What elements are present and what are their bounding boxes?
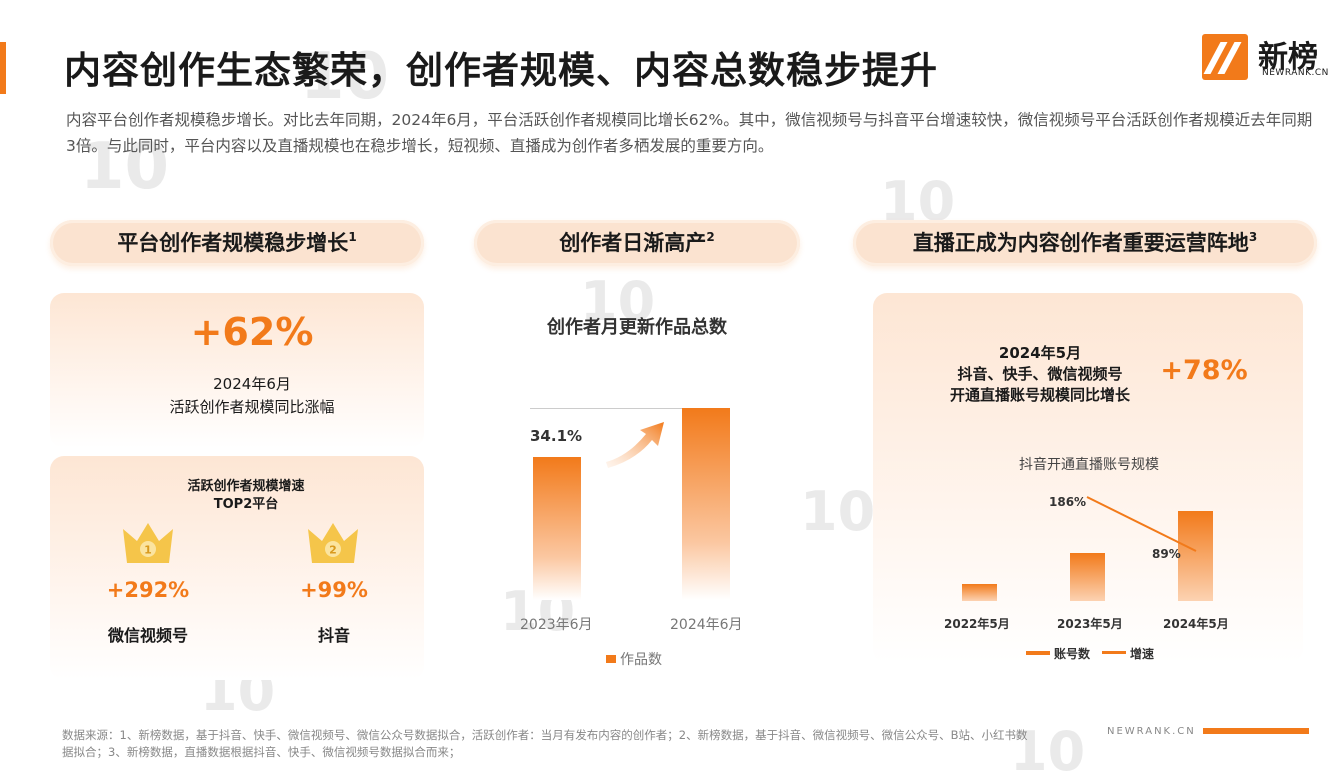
livestream-caption: 开通直播账号规模同比增长 bbox=[949, 386, 1130, 404]
logo-name: 新榜 bbox=[1258, 40, 1318, 75]
bar-2023年5月 bbox=[1070, 553, 1105, 601]
legend-label: 增速 bbox=[1130, 647, 1155, 661]
x-tick-label: 2023年6月 bbox=[520, 617, 593, 633]
growth-line bbox=[1086, 496, 1197, 552]
platform-growth-value: +292% bbox=[106, 578, 190, 602]
chart-guide-line bbox=[530, 408, 730, 409]
bar-2024年5月 bbox=[1178, 511, 1213, 601]
bar-2022年5月 bbox=[962, 584, 997, 601]
livestream-card bbox=[873, 293, 1303, 663]
top2-title: 活跃创作者规模增速 bbox=[187, 479, 305, 494]
x-tick-label: 2023年5月 bbox=[1057, 617, 1123, 631]
intro-paragraph: 内容平台创作者规模稳步增长。对比去年同期，2024年6月，平台活跃创作者规模同比… bbox=[66, 111, 1313, 155]
logo-icon bbox=[1202, 34, 1248, 80]
growth-annotation: 34.1% bbox=[530, 427, 583, 445]
platform-name: 抖音 bbox=[317, 626, 350, 645]
rank-2-label: 2 bbox=[329, 544, 337, 557]
crown-icon: 1 bbox=[123, 523, 173, 563]
footer-url: NEWRANK.CN bbox=[1107, 726, 1196, 737]
legend-label: 作品数 bbox=[620, 652, 662, 668]
data-source-note: 数据来源：1、新榜数据，基于抖音、快手、微信视频号、微信公众号数据拟合，活跃创作… bbox=[62, 728, 1028, 759]
page-title: 内容创作生态繁荣，创作者规模、内容总数稳步提升 bbox=[64, 49, 938, 92]
x-tick-label: 2024年5月 bbox=[1163, 617, 1229, 631]
platform-growth-value: +99% bbox=[300, 578, 368, 602]
legend-label: 账号数 bbox=[1054, 647, 1091, 661]
bar-2023年6月 bbox=[533, 456, 581, 600]
growth-label: 186% bbox=[1049, 495, 1087, 509]
x-tick-label: 2024年6月 bbox=[670, 617, 743, 633]
chart-title: 创作者月更新作品总数 bbox=[547, 317, 727, 338]
section-title-creators: 平台创作者规模稳步增长1 bbox=[50, 220, 424, 266]
section-title-productivity: 创作者日渐高产2 bbox=[474, 220, 800, 266]
brand-logo: 新榜 NEWRANK.CN bbox=[1200, 32, 1330, 82]
legend-swatch bbox=[606, 655, 616, 663]
logo-domain: NEWRANK.CN bbox=[1262, 68, 1329, 78]
livestream-date: 2024年5月 bbox=[998, 344, 1082, 362]
top2-card bbox=[50, 456, 424, 680]
creator-growth-value: +62% bbox=[190, 310, 314, 354]
section-title-livestream: 直播正成为内容创作者重要运营阵地3 bbox=[853, 220, 1317, 266]
livestream-growth-value: +78% bbox=[1160, 355, 1248, 386]
footer-accent-bar bbox=[1203, 728, 1309, 734]
bar-2024年6月 bbox=[682, 408, 730, 600]
top2-subtitle: TOP2平台 bbox=[213, 497, 279, 512]
creator-growth-card bbox=[50, 293, 424, 448]
livestream-platforms: 抖音、快手、微信视频号 bbox=[957, 365, 1123, 383]
rank-1-label: 1 bbox=[144, 544, 152, 557]
legend-swatch bbox=[1102, 651, 1126, 654]
title-accent-bar bbox=[0, 42, 6, 94]
growth-label: 89% bbox=[1152, 547, 1181, 561]
platform-name: 微信视频号 bbox=[107, 626, 188, 645]
creator-growth-date: 2024年6月 bbox=[213, 375, 291, 393]
creator-growth-caption: 活跃创作者规模同比涨幅 bbox=[169, 398, 335, 416]
crown-icon: 2 bbox=[308, 523, 358, 563]
growth-arrow-icon bbox=[606, 422, 664, 468]
x-tick-label: 2022年5月 bbox=[944, 617, 1010, 631]
legend-swatch bbox=[1026, 651, 1050, 655]
chart-title: 抖音开通直播账号规模 bbox=[1019, 457, 1159, 473]
